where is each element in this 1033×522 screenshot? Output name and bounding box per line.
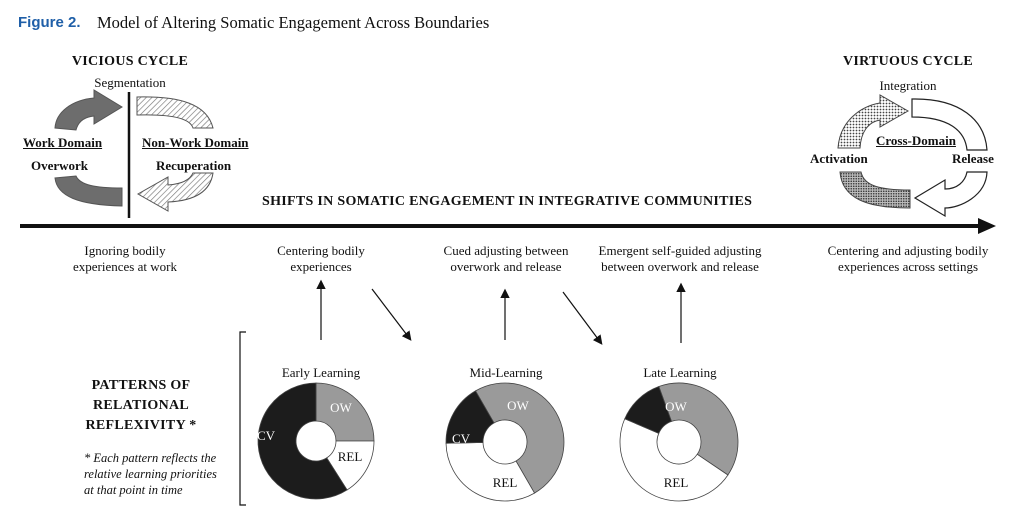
donut-segment-rel-2	[445, 442, 536, 502]
patterns-note-line3: at that point in time	[84, 483, 183, 497]
donut-label-cv-3: CV	[623, 435, 642, 450]
release-label: Release	[952, 151, 994, 166]
stage-5-line2: experiences across settings	[837, 259, 979, 274]
donut-charts: OW REL CV OW REL CV OW REL CV	[257, 382, 739, 502]
donut-title-late: Late Learning	[643, 365, 717, 380]
virtuous-arrow-bottom-right	[913, 171, 988, 218]
patterns-title: PATTERNS OF RELATIONAL REFLEXIVITY *	[66, 376, 216, 436]
donut-segment-cv-2	[445, 390, 495, 444]
patterns-note: * Each pattern reflects the relative lea…	[84, 450, 217, 498]
vicious-arrow-bottom-left	[54, 175, 123, 207]
donut-label-ow-1: OW	[330, 400, 352, 415]
patterns-note-line2: relative learning priorities	[84, 467, 217, 481]
virtuous-cycle-title: VIRTUOUS CYCLE	[842, 54, 974, 69]
patterns-title-line3: REFLEXIVITY *	[85, 418, 197, 433]
arrow-diag-mid-late	[562, 291, 603, 345]
donut-title-mid: Mid-Learning	[469, 365, 543, 380]
donut-label-rel-1: REL	[338, 449, 363, 464]
patterns-bracket	[239, 331, 246, 506]
non-work-domain-label: Non-Work Domain	[142, 135, 249, 150]
stage-2-line1: Centering bodily	[277, 243, 365, 258]
donut-label-ow-2: OW	[507, 398, 529, 413]
vicious-arrow-bottom-right	[136, 172, 214, 212]
stage-1-line2: experiences at work	[73, 259, 177, 274]
stage-5: Centering and adjusting bodily experienc…	[806, 243, 1010, 275]
patterns-title-line1: PATTERNS OF	[91, 378, 191, 393]
stage-1-line1: Ignoring bodily	[84, 243, 166, 258]
donut-label-rel-2: REL	[493, 475, 518, 490]
donut-segment-cv-1	[257, 382, 348, 500]
stage-3-line2: overwork and release	[450, 259, 562, 274]
work-domain-label: Work Domain	[23, 135, 103, 150]
recuperation-label: Recuperation	[156, 158, 232, 173]
vicious-segmentation-label: Segmentation	[94, 75, 166, 90]
stage-2-line2: experiences	[290, 259, 352, 274]
timeline-title: SHIFTS IN SOMATIC ENGAGEMENT IN INTEGRAT…	[262, 194, 753, 209]
donut-label-ow-3: OW	[665, 399, 687, 414]
donut-segment-cv-3	[624, 386, 672, 434]
stage-4-line1: Emergent self-guided adjusting	[598, 243, 762, 258]
donut-segment-ow-3	[658, 382, 739, 476]
stage-2: Centering bodily experiences	[246, 243, 396, 275]
donut-label-cv-2: CV	[452, 431, 471, 446]
donut-label-rel-3: REL	[664, 475, 689, 490]
figure-label: Figure 2.	[18, 14, 81, 31]
donut-segment-rel-3	[619, 418, 729, 502]
arrow-diag-early-mid	[371, 288, 412, 341]
stage-3-line1: Cued adjusting between	[443, 243, 569, 258]
timeline-arrowhead	[978, 218, 996, 234]
stage-1: Ignoring bodily experiences at work	[50, 243, 200, 275]
stage-4: Emergent self-guided adjusting between o…	[578, 243, 782, 275]
virtuous-arrow-top-left	[837, 94, 910, 149]
vicious-arrow-top-right	[136, 96, 214, 129]
donut-label-cv-1: CV	[257, 428, 276, 443]
virtuous-integration-label: Integration	[879, 78, 937, 93]
overwork-label: Overwork	[31, 158, 89, 173]
vicious-arrow-top-left	[54, 89, 123, 131]
patterns-note-line1: * Each pattern reflects the	[84, 451, 217, 465]
stage-4-line2: between overwork and release	[601, 259, 759, 274]
cross-domain-label: Cross-Domain	[876, 133, 956, 148]
stage-5-line1: Centering and adjusting bodily	[827, 243, 989, 258]
virtuous-arrow-top-right	[911, 98, 988, 151]
virtuous-arrow-bottom-left	[839, 171, 911, 209]
activation-label: Activation	[810, 151, 868, 166]
stage-3: Cued adjusting between overwork and rele…	[420, 243, 592, 275]
donut-segment-ow-1	[315, 382, 375, 442]
donut-segment-ow-2	[474, 382, 565, 494]
figure-title: Model of Altering Somatic Engagement Acr…	[97, 13, 490, 32]
donut-title-early: Early Learning	[281, 365, 361, 380]
vicious-cycle-title: VICIOUS CYCLE	[71, 54, 189, 69]
patterns-title-line2: RELATIONAL	[92, 398, 190, 413]
